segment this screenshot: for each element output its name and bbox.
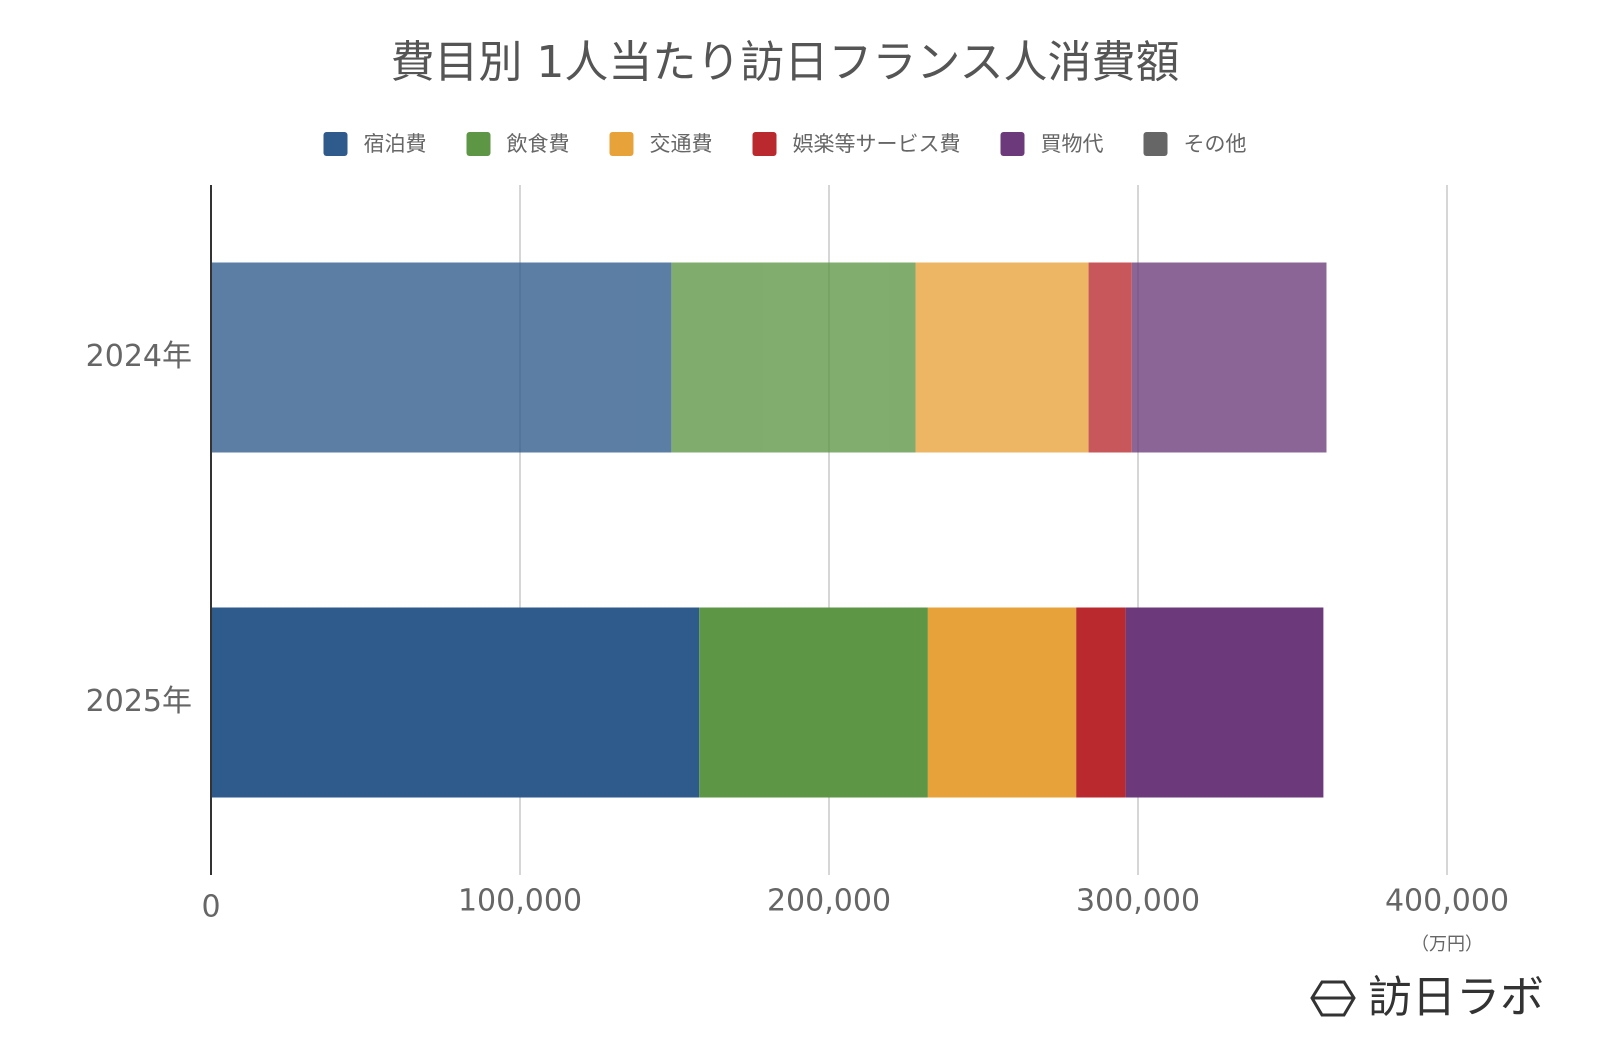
bar-row bbox=[211, 607, 1324, 798]
y-tick-label: 2025年 bbox=[86, 684, 192, 719]
x-tick-label: 300,000 bbox=[1076, 884, 1200, 919]
bar-segment bbox=[1131, 262, 1327, 453]
legend-swatch bbox=[752, 132, 777, 156]
legend-label: 飲食費 bbox=[507, 132, 570, 156]
bar-row bbox=[211, 262, 1327, 453]
legend-label: 娯楽等サービス費 bbox=[793, 132, 961, 156]
legend-swatch bbox=[609, 132, 634, 156]
bar-segment bbox=[1125, 607, 1324, 798]
x-unit: （万円） bbox=[1411, 934, 1483, 955]
y-tick-label: 2024年 bbox=[86, 339, 192, 374]
bar-segment bbox=[699, 607, 928, 798]
x-tick-label: 400,000 bbox=[1385, 884, 1509, 919]
bar-segment bbox=[1088, 262, 1132, 453]
chart-title: 費目別 1人当たり訪日フランス人消費額 bbox=[390, 37, 1179, 88]
x-tick-label: 0 bbox=[201, 890, 220, 925]
legend-label: その他 bbox=[1184, 132, 1247, 156]
bar-segment bbox=[1076, 607, 1126, 798]
logo-text: 訪日ラボ bbox=[1368, 972, 1544, 1023]
x-tick-label: 100,000 bbox=[458, 884, 582, 919]
legend-swatch bbox=[1143, 132, 1168, 156]
bar-segment bbox=[671, 262, 916, 453]
logo: 訪日ラボ bbox=[1310, 972, 1544, 1023]
legend-swatch bbox=[1000, 132, 1025, 156]
bar-segment bbox=[915, 262, 1089, 453]
legend: 宿泊費 飲食費 交通費 娯楽等サービス費 買物代 その他 bbox=[323, 132, 1247, 156]
bar-segment bbox=[211, 607, 700, 798]
legend-label: 買物代 bbox=[1041, 132, 1104, 156]
legend-label: 交通費 bbox=[650, 132, 713, 156]
legend-swatch bbox=[323, 132, 348, 156]
legend-label: 宿泊費 bbox=[364, 132, 427, 156]
legend-swatch bbox=[466, 132, 491, 156]
bar-segment bbox=[927, 607, 1077, 798]
x-tick-label: 200,000 bbox=[767, 884, 891, 919]
bar-segment bbox=[211, 262, 672, 453]
